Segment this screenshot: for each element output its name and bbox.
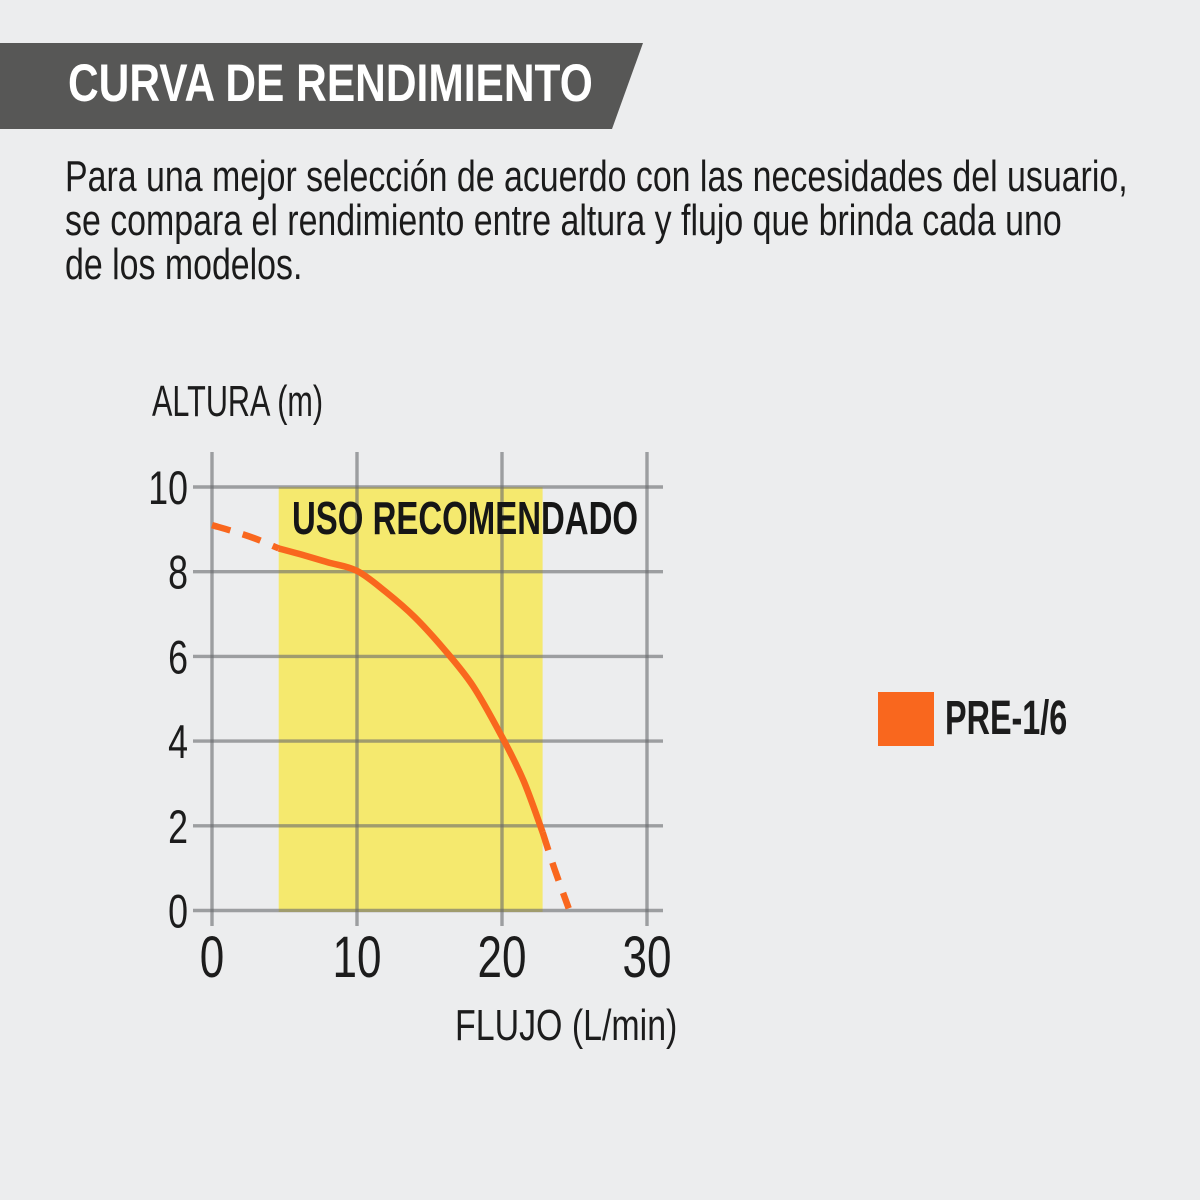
intro-line: Para una mejor selección de acuerdo con … xyxy=(65,152,1128,201)
pump-curve-solid xyxy=(277,545,546,834)
legend-color-swatch xyxy=(878,692,934,746)
x-tick-label: 0 xyxy=(200,925,225,990)
legend: PRE-1/6 xyxy=(878,692,1126,746)
x-tick-label: 10 xyxy=(333,925,382,990)
section-banner xyxy=(0,43,643,129)
x-tick-label: 30 xyxy=(623,925,672,990)
intro-line: de los modelos. xyxy=(65,240,303,289)
y-tick-label: 10 xyxy=(148,461,188,514)
pump-curve-dashed-head xyxy=(211,521,280,552)
y-tick-label: 2 xyxy=(168,800,188,853)
y-tick-label: 8 xyxy=(168,546,188,599)
y-axis-title: ALTURA (m) xyxy=(152,377,324,426)
legend-label: PRE-1/6 xyxy=(945,692,1068,745)
recommended-band xyxy=(278,487,543,912)
pump-curve-dashed-tail xyxy=(539,831,572,910)
x-tick-label: 20 xyxy=(478,925,527,990)
intro-line: se compara el rendimiento entre altura y… xyxy=(65,196,1062,245)
y-tick-label: 0 xyxy=(168,885,188,938)
x-axis-title: FLUJO (L/min) xyxy=(455,1001,678,1050)
recommended-band-label: USO RECOMENDADO xyxy=(292,492,639,544)
banner-title: CURVA DE RENDIMIENTO xyxy=(68,54,593,113)
intro-paragraph: Para una mejor selección de acuerdo con … xyxy=(65,155,1200,287)
y-tick-label: 6 xyxy=(168,630,188,683)
y-tick-label: 4 xyxy=(168,715,188,768)
